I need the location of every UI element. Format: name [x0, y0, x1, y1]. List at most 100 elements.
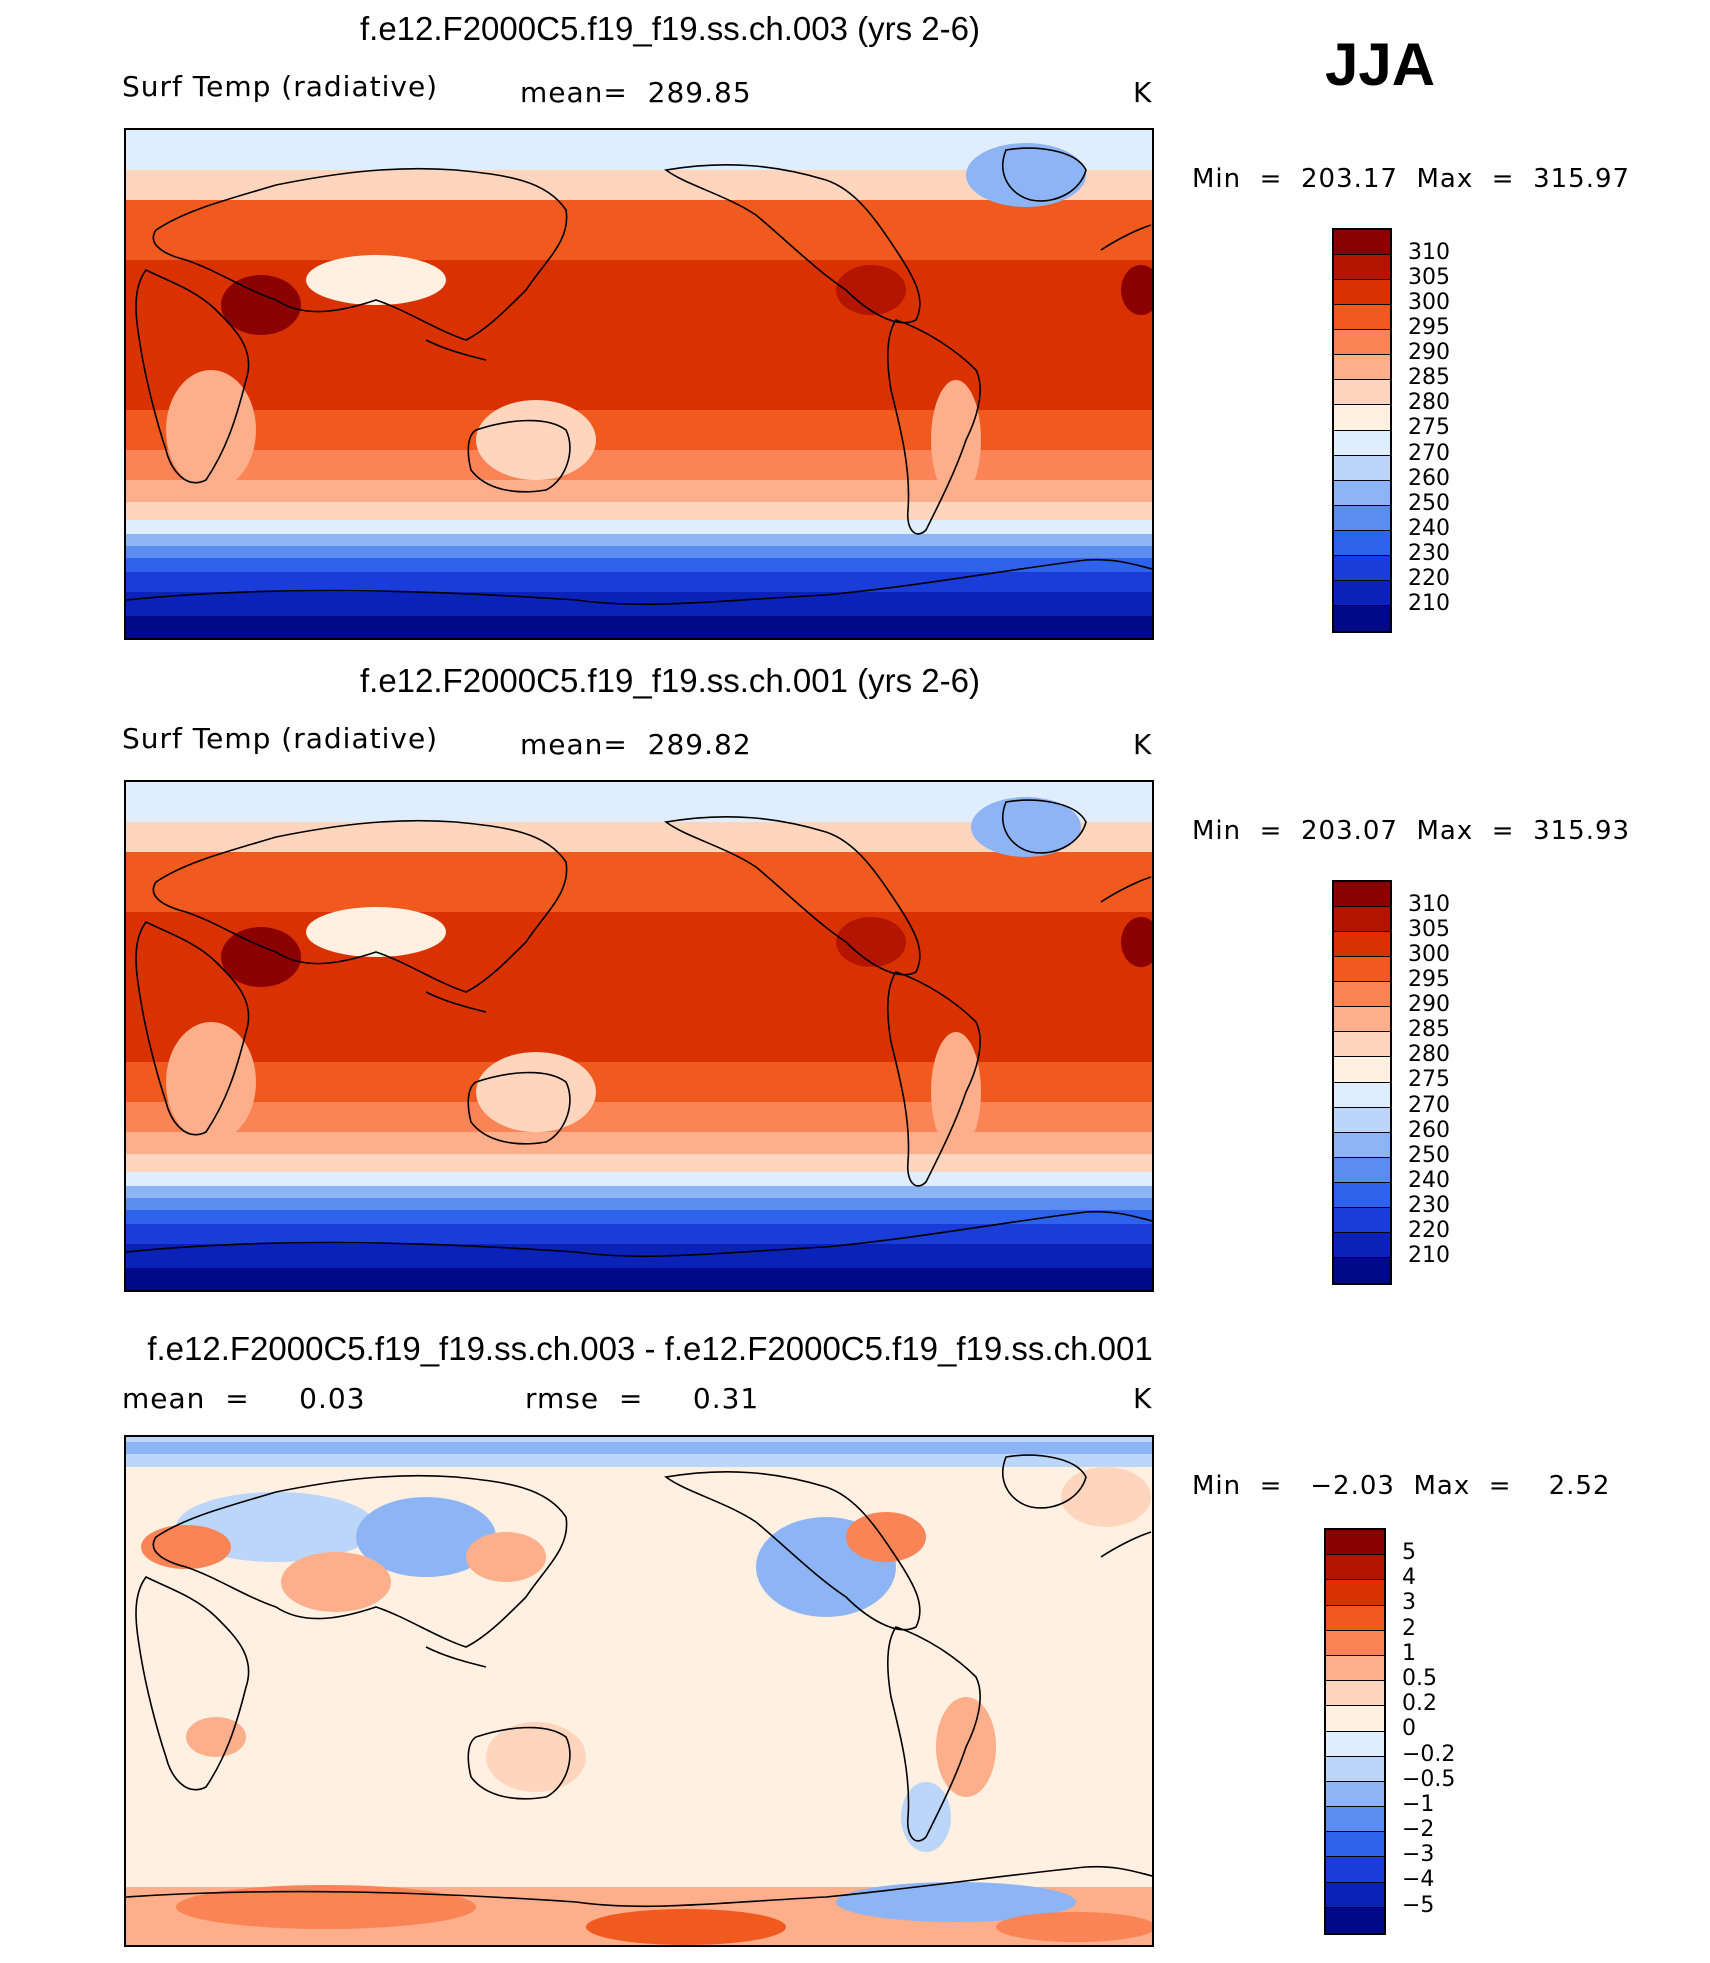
- colorbar-level-label: 270: [1408, 440, 1450, 466]
- colorbar-level-label: 305: [1408, 917, 1450, 943]
- colorbar-level-label: 0.5: [1402, 1665, 1437, 1691]
- colorbar-level-label: 210: [1408, 1242, 1450, 1268]
- colorbar-segment: [1326, 1530, 1384, 1556]
- panel-2-title: f.e12.F2000C5.f19_f19.ss.ch.001 (yrs 2-6…: [359, 662, 980, 699]
- colorbar-level-label: 220: [1408, 565, 1450, 591]
- colorbar-level-label: 250: [1408, 1142, 1450, 1168]
- colorbar-segment: [1334, 330, 1390, 356]
- colorbar-segment: [1334, 480, 1390, 506]
- colorbar-level-label: 275: [1408, 1067, 1450, 1093]
- colorbar-segment: [1334, 280, 1390, 306]
- colorbar-segment: [1334, 1032, 1390, 1058]
- colorbar-segment: [1334, 430, 1390, 456]
- panel-1-variable: Surf Temp (radiative): [122, 70, 439, 103]
- colorbar-level-label: 0: [1402, 1716, 1416, 1742]
- colorbar-segment: [1334, 907, 1390, 933]
- panel-2-units: K: [1133, 728, 1153, 761]
- colorbar-level-label: 300: [1408, 942, 1450, 968]
- panel-1-map-svg: [126, 130, 1152, 638]
- colorbar-level-label: 280: [1408, 1042, 1450, 1068]
- colorbar-level-label: 240: [1408, 515, 1450, 541]
- panel-1-colorbar: [1332, 228, 1392, 633]
- panel-1-units: K: [1133, 76, 1153, 109]
- colorbar-level-label: 295: [1408, 315, 1450, 341]
- colorbar-segment: [1334, 305, 1390, 331]
- panel-2-minmax: Min = 203.07 Max = 315.93: [1192, 816, 1631, 846]
- panel-2-map: [124, 780, 1154, 1292]
- colorbar-level-label: 270: [1408, 1092, 1450, 1118]
- colorbar-level-label: −4: [1402, 1867, 1435, 1893]
- colorbar-level-label: 230: [1408, 1192, 1450, 1218]
- colorbar-level-label: 5: [1402, 1540, 1416, 1565]
- colorbar-level-label: 1: [1402, 1640, 1416, 1666]
- colorbar-segment: [1326, 1857, 1384, 1883]
- colorbar-segment: [1326, 1882, 1384, 1908]
- colorbar-level-label: 275: [1408, 415, 1450, 441]
- panel-3-mean: mean = 0.03: [122, 1382, 366, 1415]
- colorbar-level-label: 2: [1402, 1615, 1416, 1641]
- colorbar-segment: [1326, 1605, 1384, 1631]
- colorbar-level-label: 210: [1408, 590, 1450, 616]
- colorbar-level-label: −3: [1402, 1842, 1435, 1868]
- panel-1-map: [124, 128, 1154, 640]
- colorbar-level-label: −2: [1402, 1817, 1435, 1843]
- panel-3-colorbar-labels: 5 4 3 2 1 0.5 0.2 0 −0.2 −0.5 −1 −2 −3 −4 −5: [1402, 1540, 1455, 1918]
- panel-3-units: K: [1133, 1382, 1153, 1415]
- colorbar-level-label: 305: [1408, 265, 1450, 291]
- colorbar-segment: [1334, 555, 1390, 581]
- colorbar-segment: [1334, 1132, 1390, 1158]
- colorbar-segment: [1334, 380, 1390, 406]
- colorbar-segment: [1334, 1082, 1390, 1108]
- colorbar-segment: [1334, 1257, 1390, 1283]
- colorbar-segment: [1326, 1580, 1384, 1606]
- panel-1-colorbar-labels: 310 305 300 295 290 285 280 275 270 260 250 240 230 2…: [1408, 240, 1450, 616]
- colorbar-segment: [1334, 932, 1390, 958]
- colorbar-segment: [1334, 405, 1390, 431]
- colorbar-level-label: −0.2: [1402, 1741, 1456, 1767]
- colorbar-level-label: 260: [1408, 465, 1450, 491]
- colorbar-segment: [1326, 1781, 1384, 1808]
- panel-1-mean: mean= 289.85: [520, 76, 752, 109]
- colorbar-segment: [1334, 1057, 1390, 1083]
- season-label: JJA: [1324, 31, 1436, 98]
- colorbar-segment: [1334, 230, 1390, 256]
- panel-3-minmax: Min = −2.03 Max = 2.52: [1192, 1471, 1611, 1501]
- panel-3-colorbar: [1324, 1528, 1386, 1935]
- colorbar-segment: [1326, 1630, 1384, 1656]
- colorbar-segment: [1334, 1107, 1390, 1133]
- colorbar-segment: [1334, 957, 1390, 983]
- colorbar-segment: [1334, 1232, 1390, 1258]
- colorbar-segment: [1334, 1207, 1390, 1233]
- colorbar-segment: [1326, 1907, 1384, 1933]
- colorbar-level-label: 285: [1408, 1017, 1450, 1043]
- colorbar-segment: [1334, 1182, 1390, 1208]
- colorbar-segment: [1334, 1007, 1390, 1033]
- colorbar-segment: [1326, 1756, 1384, 1782]
- panel-3-rmse: rmse = 0.31: [525, 1382, 760, 1415]
- panel-3-map: [124, 1435, 1154, 1947]
- colorbar-level-label: 0.2: [1402, 1691, 1437, 1717]
- colorbar-segment: [1326, 1807, 1384, 1833]
- panel-2-colorbar: [1332, 880, 1392, 1285]
- colorbar-segment: [1334, 455, 1390, 481]
- colorbar-segment: [1334, 982, 1390, 1008]
- colorbar-segment: [1334, 355, 1390, 381]
- colorbar-level-label: 310: [1408, 892, 1450, 917]
- panel-2-map-svg: [126, 782, 1152, 1290]
- colorbar-level-label: 230: [1408, 540, 1450, 566]
- colorbar-segment: [1334, 882, 1390, 908]
- colorbar-level-label: 240: [1408, 1167, 1450, 1193]
- colorbar-segment: [1334, 255, 1390, 281]
- colorbar-level-label: 285: [1408, 365, 1450, 391]
- colorbar-segment: [1334, 505, 1390, 531]
- colorbar-segment: [1326, 1681, 1384, 1707]
- colorbar-level-label: 300: [1408, 290, 1450, 316]
- panel-2-colorbar-labels: 310 305 300 295 290 285 280 275 270 260 250 240 230 2…: [1408, 892, 1450, 1268]
- colorbar-level-label: 3: [1402, 1590, 1416, 1616]
- colorbar-level-label: −5: [1402, 1892, 1435, 1918]
- colorbar-segment: [1326, 1832, 1384, 1858]
- colorbar-level-label: 220: [1408, 1217, 1450, 1243]
- colorbar-level-label: 290: [1408, 340, 1450, 366]
- colorbar-segment: [1326, 1731, 1384, 1757]
- colorbar-level-label: 4: [1402, 1565, 1416, 1591]
